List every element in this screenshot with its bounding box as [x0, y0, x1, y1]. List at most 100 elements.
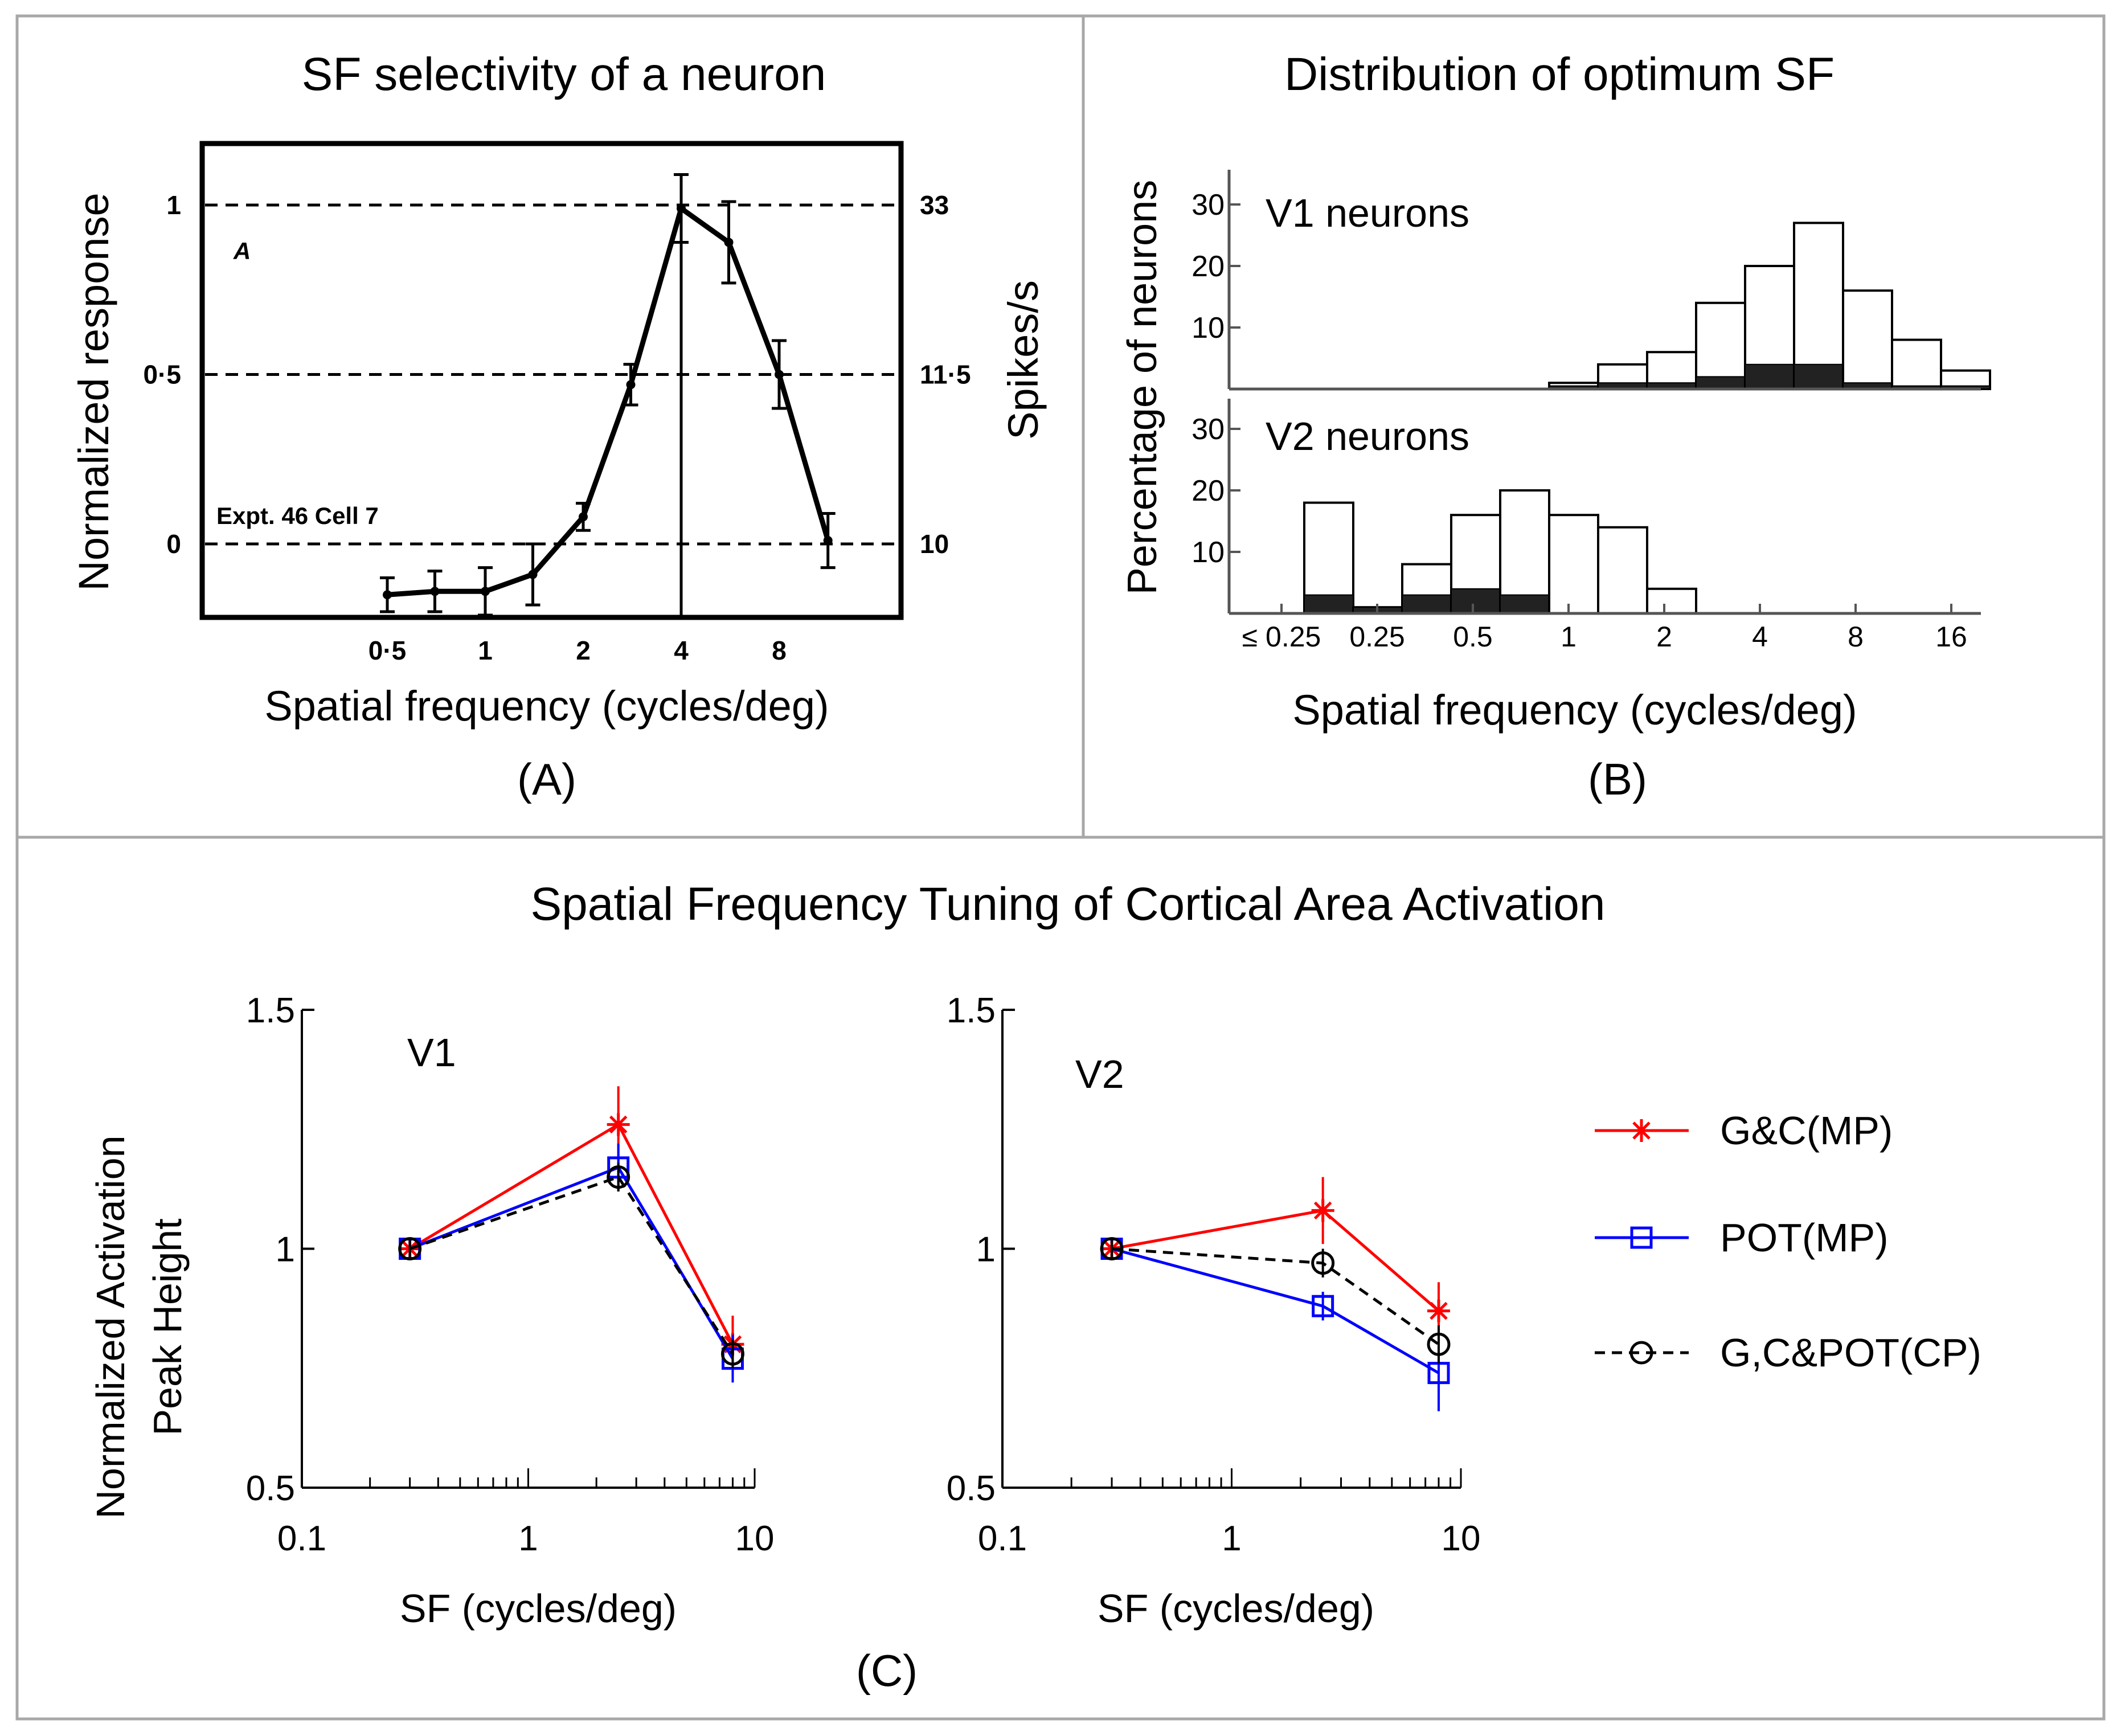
chart-c2-series-line-2: [409, 1175, 734, 1355]
chart-b-bar-filled-0-10: [1794, 363, 1844, 390]
chart-a-right-tick-0: 10: [920, 529, 949, 559]
chart-c2-marker-0-1: [607, 1113, 630, 1136]
chart-b-bar-0-11: [1842, 289, 1893, 391]
panel-b-title: Distribution of optimum SF: [1284, 48, 1835, 100]
panel-c-title: Spatial Frequency Tuning of Cortical Are…: [530, 878, 1605, 930]
chart-a-x-tick-3: 4: [674, 636, 689, 665]
chart-b-x-tick-labels: ≤ 0.25 0.25 0.5 1 2 4 8 16: [1242, 621, 1967, 653]
chart-b-x-tick-0: ≤ 0.25: [1242, 621, 1321, 653]
chart-c-v2-series: [1100, 1177, 1451, 1411]
chart-b-y-tick-0-1: 20: [1191, 250, 1225, 283]
chart-a-points: [383, 203, 833, 600]
chart-b-bar-filled-1-4: [1500, 594, 1550, 614]
chart-b-axes: [1227, 170, 1981, 615]
chart-c-v1-x-label: SF (cycles/deg): [400, 1586, 677, 1631]
chart-a-point-5: [626, 380, 636, 390]
chart-a-y-tick-2: 1: [166, 190, 181, 220]
chart-c-v1: 0.5 1 1.5 0.1 1 10 V1 SF (cycles/deg): [246, 991, 775, 1631]
chart-b-bar-0-12: [1891, 338, 1942, 390]
chart-b-y-tick-1-0: 10: [1191, 536, 1225, 569]
chart-a-x-tick-1: 1: [478, 636, 493, 665]
legend-label-0: G&C(MP): [1720, 1108, 1893, 1153]
chart-b-bar-0-8: [1695, 301, 1746, 390]
chart-c3-marker-0-1: [1311, 1199, 1334, 1222]
chart-a-y-tick-labels: 0 0·5 1: [144, 190, 181, 559]
chart-a-point-2: [481, 587, 490, 596]
chart-b-bar-filled-0-8: [1696, 376, 1746, 390]
chart-a-error-bars: [380, 173, 836, 617]
panel-b-caption: (B): [1588, 754, 1647, 804]
chart-a-frame: [199, 141, 904, 620]
legend-marker-1: [1630, 1226, 1653, 1249]
chart-a-x-label: Spatial frequency (cycles/deg): [264, 682, 829, 730]
chart-b-bars: [1303, 222, 1991, 615]
chart-a-x-tick-0: 0·5: [368, 636, 406, 665]
panel-c-caption: (C): [856, 1645, 918, 1696]
chart-b-x-tick-1: 0.25: [1349, 621, 1405, 653]
chart-b-bar-filled-1-3: [1451, 588, 1501, 615]
chart-c-v2: 0.5 1 1.5 0.1 1 10 V2 SF (cycles/deg): [947, 991, 1481, 1631]
chart-c3-x-tick-2: 10: [1442, 1519, 1481, 1558]
chart-a-point-9: [823, 536, 833, 546]
chart-a-point-6: [677, 203, 686, 213]
chart-b-x-tick-6: 8: [1848, 621, 1864, 653]
chart-b-x-label: Spatial frequency (cycles/deg): [1292, 686, 1857, 734]
chart-c3-y-tick-2: 1.5: [947, 991, 996, 1030]
chart-c3-y-tick-0: 0.5: [947, 1469, 996, 1508]
chart-c2-series-line-1: [409, 1165, 734, 1360]
chart-b-y-tick-labels: 10 20 30 10 20 30: [1191, 189, 1225, 569]
chart-b-x-tick-5: 4: [1752, 621, 1768, 653]
chart-b-y-tick-0-2: 30: [1191, 189, 1225, 222]
chart-c-legend: G&C(MP) POT(MP) G,C&POT(CP): [1595, 1108, 1981, 1375]
chart-c2-y-tick-2: 1.5: [246, 991, 295, 1030]
chart-a-y-tick-1: 0·5: [144, 360, 181, 390]
chart-c2-x-tick-1: 1: [518, 1519, 538, 1558]
chart-a-x-tick-2: 2: [576, 636, 591, 665]
chart-c2-y-tick-0: 0.5: [246, 1469, 295, 1508]
chart-a-y-tick-0: 0: [166, 529, 181, 559]
chart-c-v2-axes: 0.5 1 1.5 0.1 1 10: [947, 991, 1481, 1558]
chart-c3-marker-1-1: [1312, 1295, 1334, 1317]
chart-a: 0·5 1 2 4 8 0 0·5 1 10 11·5 33 A Expt. 46 Cell 7…: [70, 141, 1047, 730]
chart-c3-marker-2-0: [1100, 1237, 1124, 1260]
figure-frame: [15, 14, 2106, 1721]
chart-a-y-label-right: Spikes/s: [1000, 280, 1047, 440]
legend-marker-2: [1629, 1341, 1653, 1365]
chart-c-y-label-2: Peak Height: [145, 1218, 190, 1435]
chart-b-x-tick-4: 2: [1656, 621, 1672, 653]
chart-a-point-8: [775, 370, 784, 379]
chart-a-series-line: [387, 206, 831, 597]
legend-label-2: G,C&POT(CP): [1720, 1330, 1981, 1375]
chart-c2-marker-2-0: [398, 1237, 422, 1260]
chart-b-bar-filled-1-0: [1304, 594, 1354, 614]
chart-a-right-tick-2: 33: [920, 190, 949, 220]
chart-c3-marker-0-2: [1427, 1299, 1450, 1323]
chart-a-right-tick-1: 11·5: [920, 360, 971, 390]
chart-b-bar-1-6: [1597, 526, 1648, 615]
chart-b-series-v2-label: V2 neurons: [1266, 414, 1469, 458]
chart-a-y-label: Normalized response: [70, 193, 117, 591]
chart-b-y-tick-0-0: 10: [1191, 312, 1225, 345]
chart-c2-y-tick-1: 1: [276, 1230, 295, 1270]
chart-c2-series-line-0: [409, 1122, 734, 1345]
chart-c-v1-axes: 0.5 1 1.5 0.1 1 10: [246, 991, 775, 1558]
chart-a-point-0: [383, 590, 392, 600]
chart-c-v1-series: [398, 1086, 744, 1383]
chart-c-v2-title: V2: [1075, 1052, 1124, 1096]
chart-a-x-tick-labels: 0·5 1 2 4 8: [368, 636, 787, 665]
chart-b-bar-filled-1-2: [1402, 594, 1452, 614]
chart-c3-marker-2-1: [1311, 1251, 1335, 1275]
chart-c3-x-tick-1: 1: [1222, 1519, 1241, 1558]
chart-b-bar-filled-0-9: [1745, 363, 1795, 390]
chart-b-y-label: Percentage of neurons: [1120, 180, 1165, 595]
chart-c-y-label: Normalized Activation: [88, 1135, 133, 1518]
legend-marker-0: [1630, 1119, 1653, 1142]
panel-a-title: SF selectivity of a neuron: [302, 48, 826, 100]
chart-a-panel-letter: A: [233, 238, 251, 264]
chart-b-y-tick-1-1: 20: [1191, 474, 1225, 507]
chart-b-series-v1-label: V1 neurons: [1266, 191, 1469, 235]
chart-a-point-4: [579, 512, 588, 522]
chart-c2-marker-2-1: [607, 1165, 630, 1189]
panel-a-caption: (A): [517, 754, 576, 804]
